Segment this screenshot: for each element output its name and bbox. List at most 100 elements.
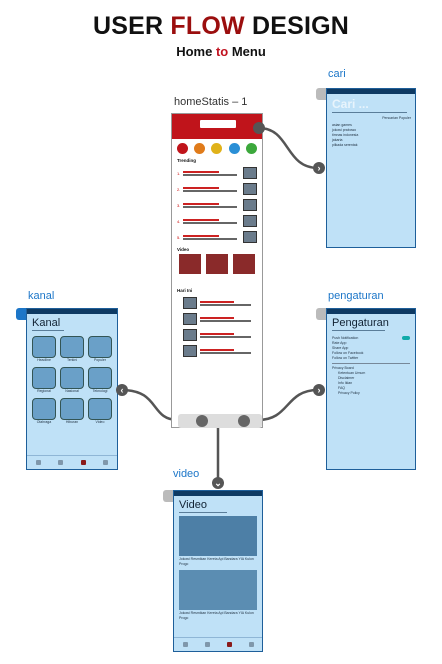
suggestion-item[interactable]: jakarta [332, 138, 343, 142]
category-icon[interactable] [245, 143, 257, 154]
title-text-2: FLOW [170, 12, 245, 40]
bottom-nav [174, 637, 262, 651]
kanal-item[interactable]: Teknologi [88, 367, 112, 394]
search-hotspot[interactable] [253, 122, 265, 134]
title-text-3: DESIGN [244, 12, 349, 40]
frame-tab [163, 490, 173, 502]
chevron-right-icon: › [313, 162, 325, 174]
kanal-screen: Kanal Headline Terkini Populer Regional … [26, 308, 118, 470]
nav-pengaturan-hotspot[interactable] [238, 415, 250, 427]
video-thumb[interactable] [179, 516, 257, 556]
nav-icon[interactable] [80, 460, 86, 465]
suggestion-item[interactable]: jokowi prabowo [332, 128, 357, 132]
nav-icon[interactable] [58, 460, 64, 465]
video-frame-label: video [173, 468, 200, 480]
diagram-subtitle: Home to Menu [0, 44, 442, 59]
connector-home-cari [258, 126, 319, 170]
sub-setting-item[interactable]: FAQ [338, 386, 346, 390]
popular-label: Pencarian Populer [382, 116, 411, 120]
search-input[interactable]: Cari ... [332, 97, 369, 111]
list-item[interactable]: 1. [172, 165, 262, 181]
kanal-item[interactable]: Olahraga [32, 398, 56, 425]
kanal-item[interactable]: Terkini [60, 336, 84, 363]
subtitle-text-1: Home [176, 44, 216, 59]
setting-item[interactable]: Follow on Facebook [332, 351, 364, 355]
kanal-item[interactable]: Populer [88, 336, 112, 363]
list-item[interactable]: 4. [172, 213, 262, 229]
logo [200, 120, 236, 128]
suggestion-item[interactable]: timnas indonesia [332, 133, 359, 137]
home-header [172, 114, 262, 139]
suggestion-item[interactable]: pilkada serentak [332, 143, 358, 147]
home-category-icons [172, 139, 262, 156]
category-icon[interactable] [194, 143, 206, 154]
toggle-switch[interactable] [402, 336, 410, 340]
nav-icon[interactable] [182, 642, 188, 647]
settings-list: Push Notification Rate App Share App Fol… [327, 334, 415, 398]
list-item[interactable]: 2. [172, 181, 262, 197]
home-frame-label: homeStatis – 1 [174, 96, 248, 108]
category-icon[interactable] [211, 143, 223, 154]
nav-icon[interactable] [103, 460, 109, 465]
kanal-item[interactable]: Video [88, 398, 112, 425]
chevron-left-icon: ‹ [116, 384, 128, 396]
sub-setting-item[interactable]: Disclaimer [338, 376, 355, 380]
chevron-down-icon: ⌄ [212, 477, 224, 489]
setting-item[interactable]: Follow on Twitter [332, 356, 359, 360]
home-bottom-nav [178, 414, 262, 428]
kanal-frame-label: kanal [28, 290, 55, 302]
video-title: Video [179, 499, 207, 511]
frame-tab [16, 308, 26, 320]
nav-kanal-hotspot[interactable] [196, 415, 208, 427]
connector-home-kanal [121, 388, 179, 422]
cari-screen: Cari ... Pencarian Populer asian games j… [326, 88, 416, 248]
connector-home-pengaturan [257, 388, 319, 422]
category-icon[interactable] [228, 143, 240, 154]
sub-setting-item[interactable]: Ketentuan Umum [338, 371, 366, 375]
list-item[interactable] [172, 343, 262, 359]
diagram-title: USER FLOW DESIGN [0, 12, 442, 41]
bottom-nav [27, 455, 117, 469]
list-item[interactable] [172, 327, 262, 343]
kanal-item[interactable]: Nasional [60, 367, 84, 394]
kanal-item[interactable]: Headline [32, 336, 56, 363]
nav-icon[interactable] [204, 642, 210, 647]
search-suggestions: asian games jokowi prabowo timnas indone… [327, 121, 415, 150]
video-thumb[interactable] [178, 254, 201, 274]
pengaturan-frame-label: pengaturan [328, 290, 384, 302]
section-hari-ini: Hari Ini [177, 288, 193, 293]
nav-icon[interactable] [248, 642, 254, 647]
nav-icon[interactable] [35, 460, 41, 465]
kanal-item[interactable]: Hiburan [60, 398, 84, 425]
video-thumb[interactable] [179, 570, 257, 610]
title-text-1: USER [93, 12, 171, 40]
kanal-title: Kanal [32, 317, 61, 329]
video-thumbs [172, 254, 262, 274]
video-screen: Video Jokowi Resmikan Kereta Api Bandara… [173, 490, 263, 652]
section-video: Video [177, 247, 190, 252]
kanal-item[interactable]: Regional [32, 367, 56, 394]
list-item[interactable]: 3. [172, 197, 262, 213]
nav-icon[interactable] [226, 642, 232, 647]
video-thumb[interactable] [205, 254, 228, 274]
cari-frame-label: cari [328, 68, 346, 80]
privacy-label: Privacy Board [332, 366, 354, 370]
sub-setting-item[interactable]: Privacy Policy [338, 391, 360, 395]
subtitle-text-2: to [215, 44, 229, 59]
category-icon[interactable] [177, 143, 189, 154]
video-thumb[interactable] [233, 254, 256, 274]
pengaturan-title: Pengaturan [332, 317, 389, 329]
kanal-grid: Headline Terkini Populer Regional Nasion… [27, 334, 117, 427]
sub-setting-item[interactable]: Info Iklan [338, 381, 353, 385]
list-item[interactable] [172, 295, 262, 311]
list-item[interactable]: 5. [172, 229, 262, 245]
video-caption: Jokowi Resmikan Kereta Api Bandara YIA K… [179, 557, 254, 566]
frame-tab [316, 308, 326, 320]
list-item[interactable] [172, 311, 262, 327]
setting-item[interactable]: Push Notification [332, 336, 410, 341]
suggestion-item[interactable]: asian games [332, 123, 352, 127]
setting-item[interactable]: Share App [332, 346, 349, 350]
subtitle-text-3: Menu [228, 44, 266, 59]
setting-item[interactable]: Rate App [332, 341, 347, 345]
